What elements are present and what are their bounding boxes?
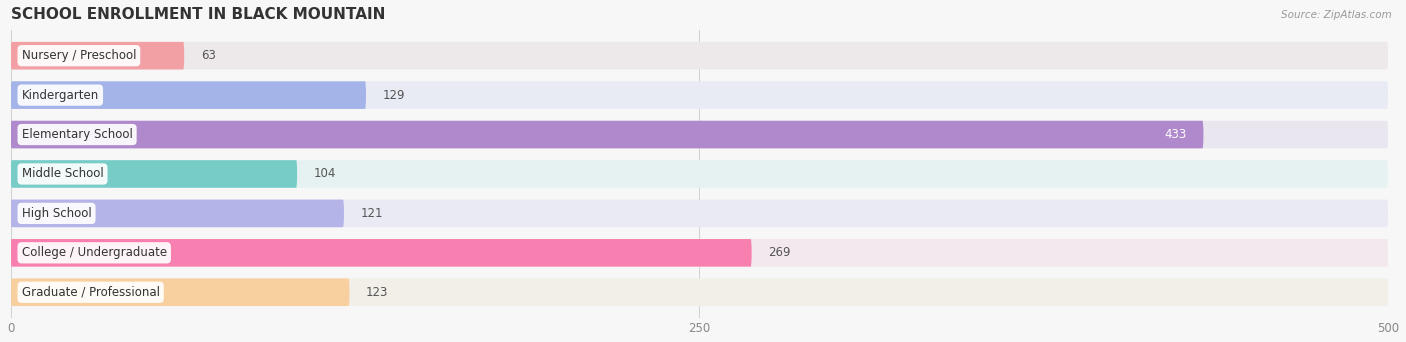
FancyBboxPatch shape [11,200,1388,227]
FancyBboxPatch shape [11,278,1388,306]
Text: 269: 269 [768,246,790,259]
Text: 129: 129 [382,89,405,102]
FancyBboxPatch shape [11,200,344,227]
FancyBboxPatch shape [11,278,350,306]
Text: 123: 123 [366,286,388,299]
FancyBboxPatch shape [11,81,366,109]
FancyBboxPatch shape [11,81,1388,109]
FancyBboxPatch shape [11,42,1388,69]
Text: College / Undergraduate: College / Undergraduate [21,246,167,259]
FancyBboxPatch shape [11,121,1204,148]
Text: 121: 121 [360,207,382,220]
Text: 63: 63 [201,49,215,62]
Text: Middle School: Middle School [21,168,104,181]
Text: 433: 433 [1164,128,1187,141]
Text: Elementary School: Elementary School [21,128,132,141]
Text: Nursery / Preschool: Nursery / Preschool [21,49,136,62]
Text: Graduate / Professional: Graduate / Professional [21,286,160,299]
Text: Kindergarten: Kindergarten [21,89,98,102]
Text: Source: ZipAtlas.com: Source: ZipAtlas.com [1281,10,1392,20]
Text: 104: 104 [314,168,336,181]
Text: SCHOOL ENROLLMENT IN BLACK MOUNTAIN: SCHOOL ENROLLMENT IN BLACK MOUNTAIN [11,7,385,22]
FancyBboxPatch shape [11,160,297,188]
FancyBboxPatch shape [11,239,752,267]
FancyBboxPatch shape [11,42,184,69]
FancyBboxPatch shape [11,239,1388,267]
FancyBboxPatch shape [11,121,1388,148]
FancyBboxPatch shape [11,160,1388,188]
Text: High School: High School [21,207,91,220]
